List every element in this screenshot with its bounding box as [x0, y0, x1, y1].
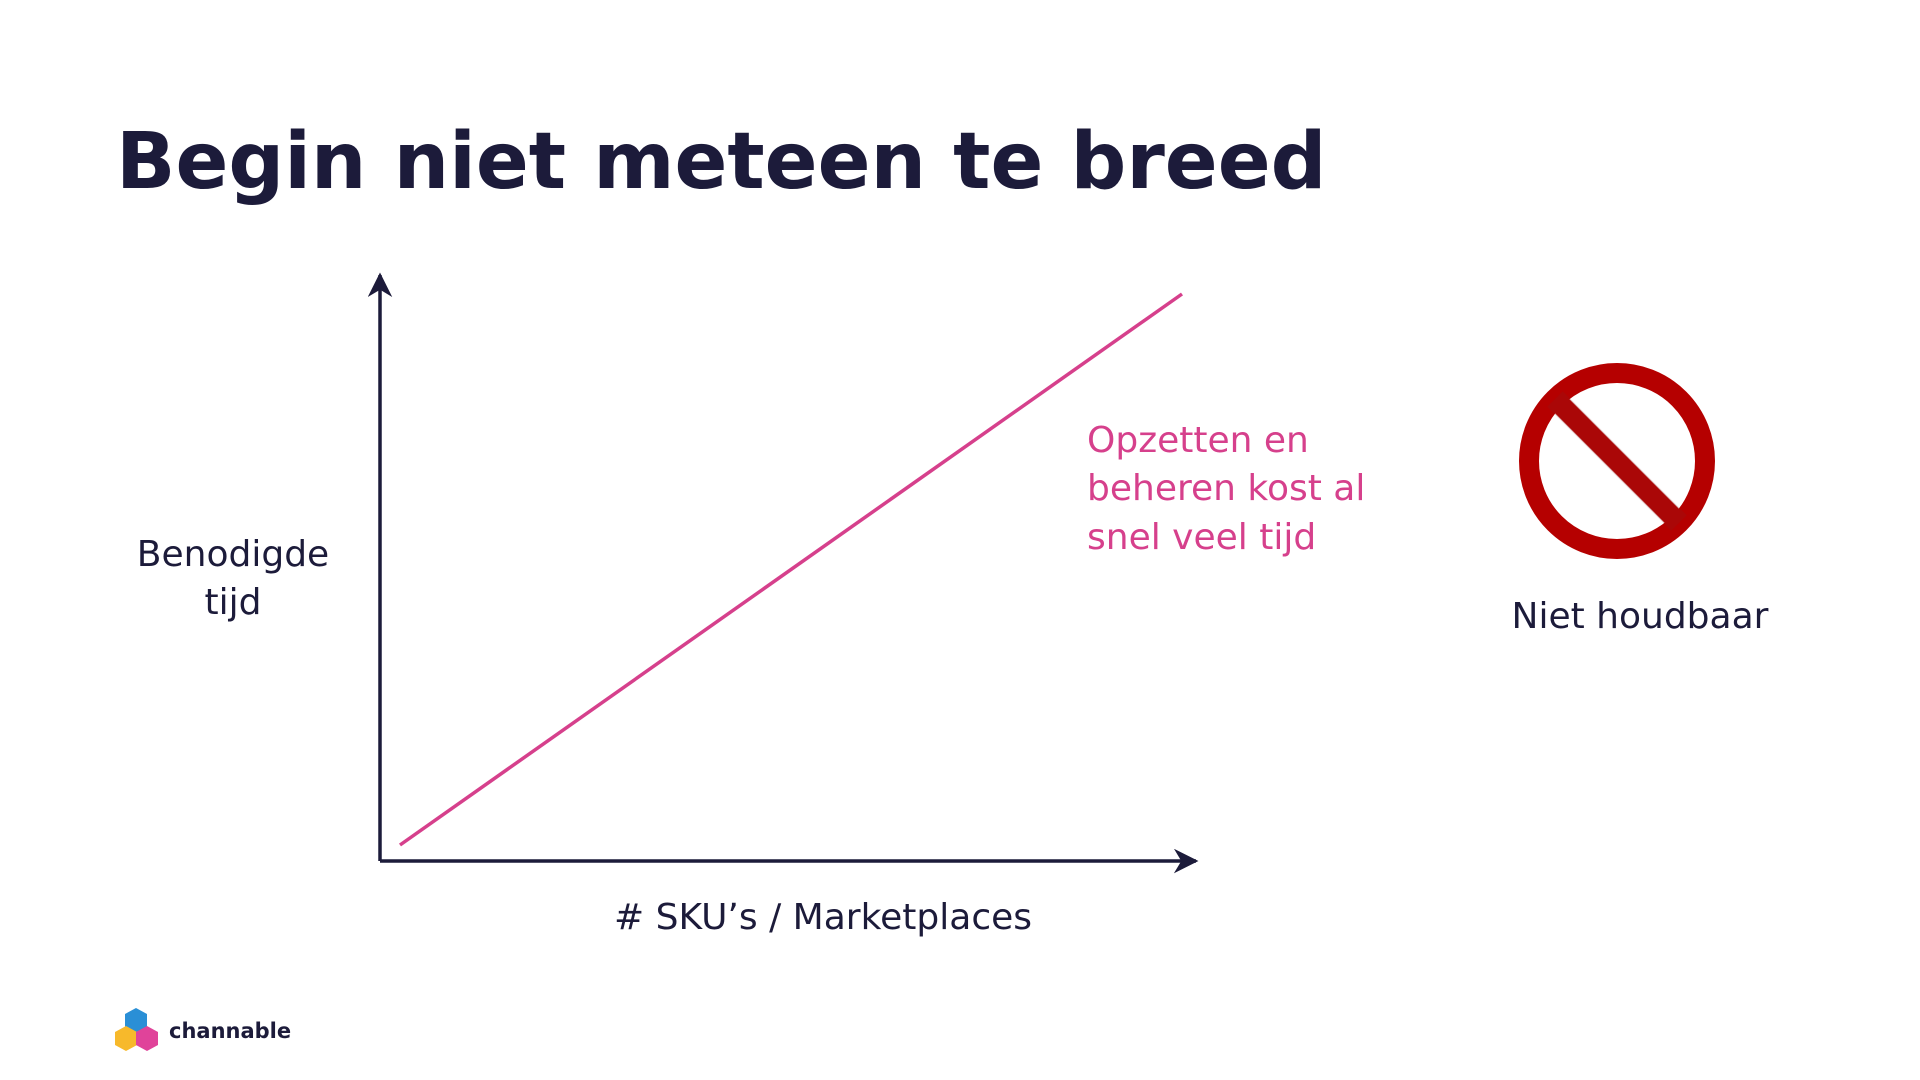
y-axis-label: tijd [205, 582, 262, 623]
prohibited-icon [1519, 363, 1715, 559]
x-axis-label: # SKU’s / Marketplaces [614, 897, 1032, 938]
logo-icon [115, 1008, 158, 1051]
annotation: Opzetten en [1087, 420, 1309, 461]
title: Begin niet meteen te breed [116, 117, 1326, 207]
verdict: Niet houdbaar [1512, 596, 1769, 637]
y-axis-label: Benodigde [137, 534, 329, 575]
trend-line [398, 292, 1184, 847]
annotation: snel veel tijd [1087, 517, 1316, 558]
annotation: beheren kost al [1087, 468, 1365, 509]
logo-text: channable [169, 1019, 291, 1043]
